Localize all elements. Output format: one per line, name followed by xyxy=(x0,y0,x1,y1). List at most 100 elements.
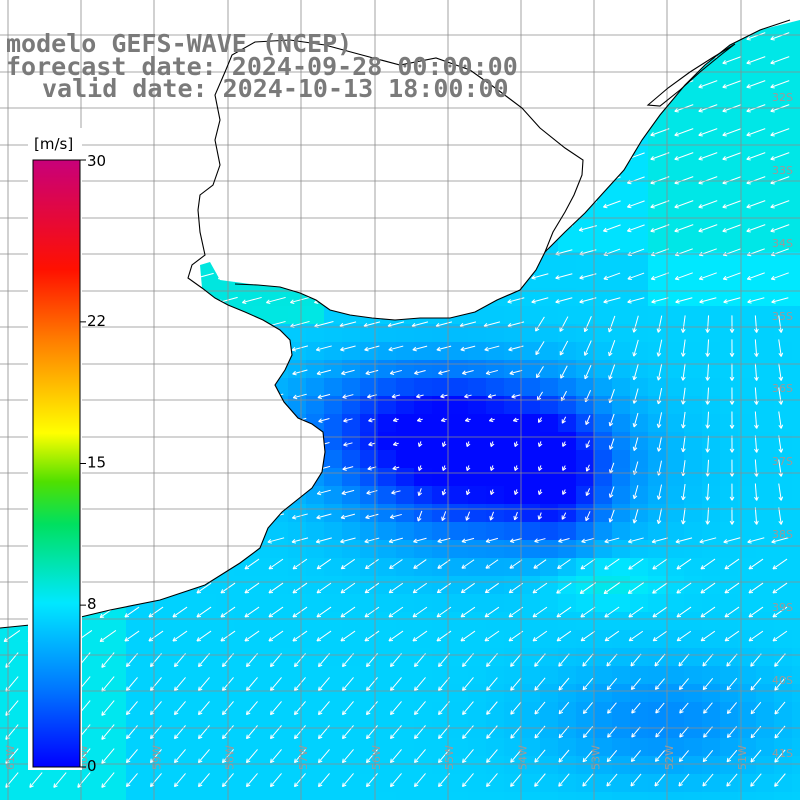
wind-arrow xyxy=(681,411,686,429)
wind-arrow xyxy=(722,80,742,89)
wind-speed-cell xyxy=(414,432,433,451)
wind-speed-cell xyxy=(468,648,487,667)
wind-arrow xyxy=(603,224,621,233)
wind-speed-cell xyxy=(450,720,469,739)
wind-speed-cell xyxy=(180,612,199,631)
wind-speed-cell xyxy=(360,594,379,613)
wind-speed-cell xyxy=(630,288,649,307)
wind-arrow xyxy=(627,582,644,594)
wind-speed-cell xyxy=(360,738,379,757)
wind-speed-cell xyxy=(414,666,433,685)
wind-speed-cell xyxy=(666,738,685,757)
latitude-label: 38S xyxy=(772,528,793,541)
wind-speed-cell xyxy=(594,486,613,505)
wind-speed-cell xyxy=(702,558,721,577)
wind-speed-cell xyxy=(702,792,721,800)
wind-arrow xyxy=(652,606,668,618)
wind-arrow xyxy=(392,465,400,471)
wind-arrow xyxy=(562,489,567,495)
wind-speed-cell xyxy=(450,360,469,379)
wind-speed-cell xyxy=(432,486,451,505)
wind-speed-cell xyxy=(648,504,667,523)
wind-speed-cell xyxy=(630,378,649,397)
wind-speed-cell xyxy=(792,324,800,343)
wind-speed-cell xyxy=(666,630,685,649)
wind-arrow xyxy=(149,653,162,668)
wind-speed-cell xyxy=(414,504,433,523)
wind-speed-cell xyxy=(576,540,595,559)
wind-arrow xyxy=(702,653,714,667)
wind-arrow xyxy=(680,387,686,405)
wind-speed-cell xyxy=(774,252,793,271)
wind-arrow xyxy=(558,749,570,763)
wind-speed-cell xyxy=(288,630,307,649)
wind-arrow xyxy=(149,701,162,716)
wind-speed-cell xyxy=(630,774,649,793)
wind-arrow xyxy=(511,394,521,399)
wind-speed-cell xyxy=(666,432,685,451)
wind-speed-cell xyxy=(684,540,703,559)
wind-speed-cell xyxy=(612,720,631,739)
wind-speed-cell xyxy=(306,738,325,757)
wind-arrow xyxy=(632,364,639,381)
wind-speed-cell xyxy=(396,738,415,757)
wind-arrow xyxy=(340,582,356,594)
wind-arrow xyxy=(342,394,354,399)
wind-arrow xyxy=(656,339,663,357)
wind-speed-cell xyxy=(126,792,145,800)
lagoa-outline xyxy=(646,43,736,107)
wind-speed-cell xyxy=(396,630,415,649)
wind-speed-cell xyxy=(702,414,721,433)
latitude-label: 37S xyxy=(772,455,793,468)
wind-arrow xyxy=(365,369,379,376)
wind-arrow xyxy=(705,435,711,453)
wind-speed-cell xyxy=(756,558,775,577)
wind-speed-cell xyxy=(396,666,415,685)
wind-arrow xyxy=(772,582,788,594)
wind-speed-cell xyxy=(612,396,631,415)
wind-arrow xyxy=(413,677,426,692)
wind-speed-cell xyxy=(324,594,343,613)
wind-speed-cell xyxy=(720,396,739,415)
wind-arrow xyxy=(724,606,740,618)
wind-speed-cell xyxy=(90,792,109,800)
wind-speed-cell xyxy=(720,576,739,595)
wind-arrow xyxy=(674,272,693,281)
wind-speed-cell xyxy=(270,666,289,685)
wind-arrow xyxy=(512,417,519,423)
wind-arrow xyxy=(412,606,428,618)
wind-arrow xyxy=(293,749,306,764)
wind-speed-cell xyxy=(558,774,577,793)
wind-speed-cell xyxy=(612,504,631,523)
wind-speed-cell xyxy=(666,720,685,739)
wind-speed-cell xyxy=(252,774,271,793)
wind-speed-cell xyxy=(576,792,595,800)
wind-arrow xyxy=(772,606,788,618)
wind-speed-cell xyxy=(504,558,523,577)
wind-arrow xyxy=(389,369,402,375)
wind-arrow xyxy=(365,701,378,716)
wind-speed-cell xyxy=(504,576,523,595)
wind-arrow xyxy=(698,200,718,209)
wind-speed-cell xyxy=(162,738,181,757)
wind-speed-cell xyxy=(288,594,307,613)
wind-arrow xyxy=(723,537,741,544)
wind-speed-cell xyxy=(702,522,721,541)
wind-speed-cell xyxy=(216,630,235,649)
wind-speed-cell xyxy=(540,360,559,379)
wind-speed-cell xyxy=(774,342,793,361)
wind-arrow xyxy=(581,537,595,544)
wind-speed-cell xyxy=(630,162,649,181)
wind-speed-cell xyxy=(576,360,595,379)
wind-speed-cell xyxy=(486,792,505,800)
wind-arrow xyxy=(628,558,644,570)
wind-speed-cell xyxy=(558,504,577,523)
wind-arrow xyxy=(606,750,618,763)
wind-speed-cell xyxy=(414,774,433,793)
wind-speed-cell xyxy=(288,720,307,739)
wind-speed-cell xyxy=(684,468,703,487)
wind-speed-cell xyxy=(540,306,559,325)
wind-arrow xyxy=(462,773,474,788)
wind-speed-cell xyxy=(720,486,739,505)
wind-speed-cell xyxy=(414,360,433,379)
